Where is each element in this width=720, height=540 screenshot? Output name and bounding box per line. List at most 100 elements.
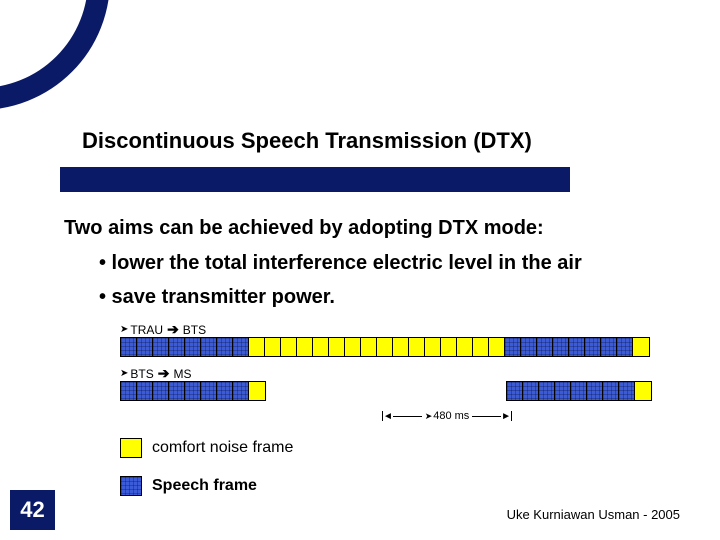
bracket-line-left (393, 416, 422, 417)
arrow-left-icon: ◄ (383, 411, 393, 422)
time-bracket: ◄ ➤480 ms ► (382, 410, 512, 422)
speech-frame-cell (201, 338, 217, 356)
page-title: Discontinuous Speech Transmission (DTX) (82, 128, 532, 154)
speech-frame-cell (587, 382, 603, 400)
speech-frame-cell (185, 338, 201, 356)
speech-frame-cell (537, 338, 553, 356)
speech-frame-cell (505, 338, 521, 356)
page-number: 42 (10, 490, 55, 530)
frame-gap (426, 381, 442, 401)
speech-frame-cell (539, 382, 555, 400)
speech-frame-cell (555, 382, 571, 400)
bullet-2: • save transmitter power. (99, 286, 335, 309)
arrow-right-icon: ➔ (167, 321, 179, 338)
speech-frame-cell (603, 382, 619, 400)
arrow-right-icon: ► (501, 411, 511, 422)
noise-frame-cell (473, 338, 489, 356)
frame-gap (298, 381, 314, 401)
noise-frame-cell (635, 382, 651, 400)
frame-gap (474, 381, 490, 401)
arrow-right-icon: ➔ (158, 365, 170, 382)
frame-gap (410, 381, 426, 401)
frame-row (120, 381, 652, 401)
frame-gap (362, 381, 378, 401)
speech-frame-cell (201, 382, 217, 400)
bracket-tick-right (511, 411, 512, 421)
speech-frame-cell (217, 338, 233, 356)
speech-frame-cell (617, 338, 633, 356)
speech-frame-cell (153, 338, 169, 356)
frame-row (120, 337, 650, 357)
bracket-label: ➤480 ms (425, 410, 470, 422)
bullet-1: • lower the total interference electric … (99, 252, 582, 275)
speech-frame-cell (185, 382, 201, 400)
frame-gap (394, 381, 410, 401)
frame-segment (506, 381, 652, 401)
noise-frame-cell (329, 338, 345, 356)
row-to: BTS (183, 323, 206, 337)
row-from: BTS (130, 367, 153, 381)
speech-frame-cell (569, 338, 585, 356)
speech-frame-cell (553, 338, 569, 356)
speech-frame-cell (521, 338, 537, 356)
legend-speech-label: Speech frame (152, 477, 257, 495)
legend-comfort: comfort noise frame (120, 438, 293, 458)
speech-frame-cell (601, 338, 617, 356)
row-label: ➤BTS ➔MS (120, 365, 191, 382)
frame-gap (378, 381, 394, 401)
chevron-icon: ➤ (120, 324, 128, 335)
frame-gap (346, 381, 362, 401)
noise-frame-cell (265, 338, 281, 356)
noise-frame-cell (441, 338, 457, 356)
speech-frame-cell (169, 338, 185, 356)
speech-frame-cell (121, 382, 137, 400)
speech-frame-cell (121, 338, 137, 356)
speech-frame-cell (217, 382, 233, 400)
row-label: ➤TRAU ➔ BTS (120, 321, 206, 338)
noise-frame-cell (249, 382, 265, 400)
corner-accent (0, 0, 110, 110)
title-underline (60, 167, 570, 192)
noise-frame-cell (281, 338, 297, 356)
swatch-noise (120, 438, 142, 458)
frame-gap (266, 381, 282, 401)
frame-gap (314, 381, 330, 401)
noise-frame-cell (633, 338, 649, 356)
noise-frame-cell (249, 338, 265, 356)
frame-gap (330, 381, 346, 401)
frame-gap (490, 381, 506, 401)
noise-frame-cell (345, 338, 361, 356)
speech-frame-cell (233, 338, 249, 356)
noise-frame-cell (313, 338, 329, 356)
bracket-line-right (472, 416, 501, 417)
speech-frame-cell (585, 338, 601, 356)
frame-segment (120, 381, 266, 401)
noise-frame-cell (361, 338, 377, 356)
speech-frame-cell (507, 382, 523, 400)
footer-credit: Uke Kurniawan Usman - 2005 (507, 507, 680, 522)
speech-frame-cell (137, 382, 153, 400)
chevron-icon: ➤ (120, 368, 128, 379)
row-from: TRAU (130, 323, 163, 337)
legend-speech: Speech frame (120, 476, 257, 496)
frame-gap (442, 381, 458, 401)
noise-frame-cell (297, 338, 313, 356)
frame-gap (458, 381, 474, 401)
speech-frame-cell (169, 382, 185, 400)
noise-frame-cell (425, 338, 441, 356)
noise-frame-cell (377, 338, 393, 356)
speech-frame-cell (153, 382, 169, 400)
noise-frame-cell (393, 338, 409, 356)
row-to: MS (173, 367, 191, 381)
speech-frame-cell (619, 382, 635, 400)
frame-segment (120, 337, 650, 357)
swatch-speech (120, 476, 142, 496)
speech-frame-cell (137, 338, 153, 356)
speech-frame-cell (233, 382, 249, 400)
legend-comfort-label: comfort noise frame (152, 439, 293, 457)
noise-frame-cell (457, 338, 473, 356)
frame-gap (282, 381, 298, 401)
noise-frame-cell (489, 338, 505, 356)
noise-frame-cell (409, 338, 425, 356)
slide: Discontinuous Speech Transmission (DTX) … (0, 0, 720, 540)
